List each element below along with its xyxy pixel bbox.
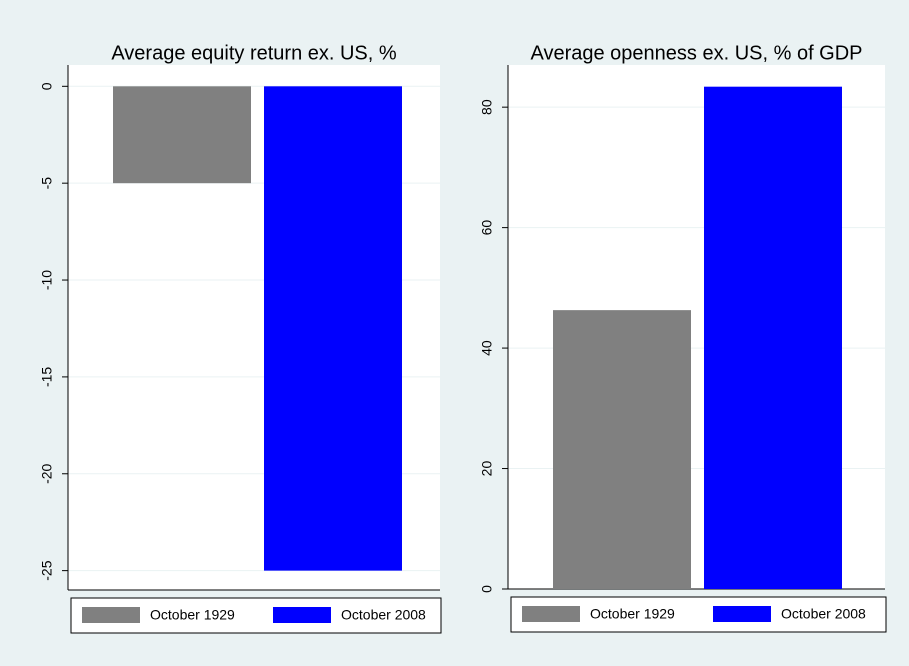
bar: [553, 310, 691, 589]
bar: [264, 86, 402, 571]
legend-label: October 2008: [781, 606, 866, 622]
y-tick-label: 20: [479, 461, 495, 477]
y-tick-label: -15: [39, 367, 55, 387]
y-tick-label: 80: [479, 99, 495, 115]
y-tick-label: 0: [39, 82, 55, 90]
bar: [113, 86, 251, 184]
y-tick-label: -10: [39, 270, 55, 290]
chart-title: Average equity return ex. US, %: [111, 42, 397, 64]
y-tick-label: 60: [479, 220, 495, 236]
bar: [704, 86, 842, 589]
y-tick-label: 40: [479, 340, 495, 356]
legend-label: October 2008: [341, 607, 426, 623]
legend-label: October 1929: [150, 607, 235, 623]
legend-swatch: [82, 607, 140, 623]
y-tick-label: -25: [39, 560, 55, 580]
legend-swatch: [522, 606, 580, 622]
chart-title: Average openness ex. US, % of GDP: [530, 42, 862, 64]
legend-label: October 1929: [590, 606, 675, 622]
legend-swatch: [713, 606, 771, 622]
y-tick-label: -5: [39, 177, 55, 190]
y-tick-label: -20: [39, 463, 55, 483]
legend-swatch: [273, 607, 331, 623]
y-tick-label: 0: [479, 585, 495, 593]
